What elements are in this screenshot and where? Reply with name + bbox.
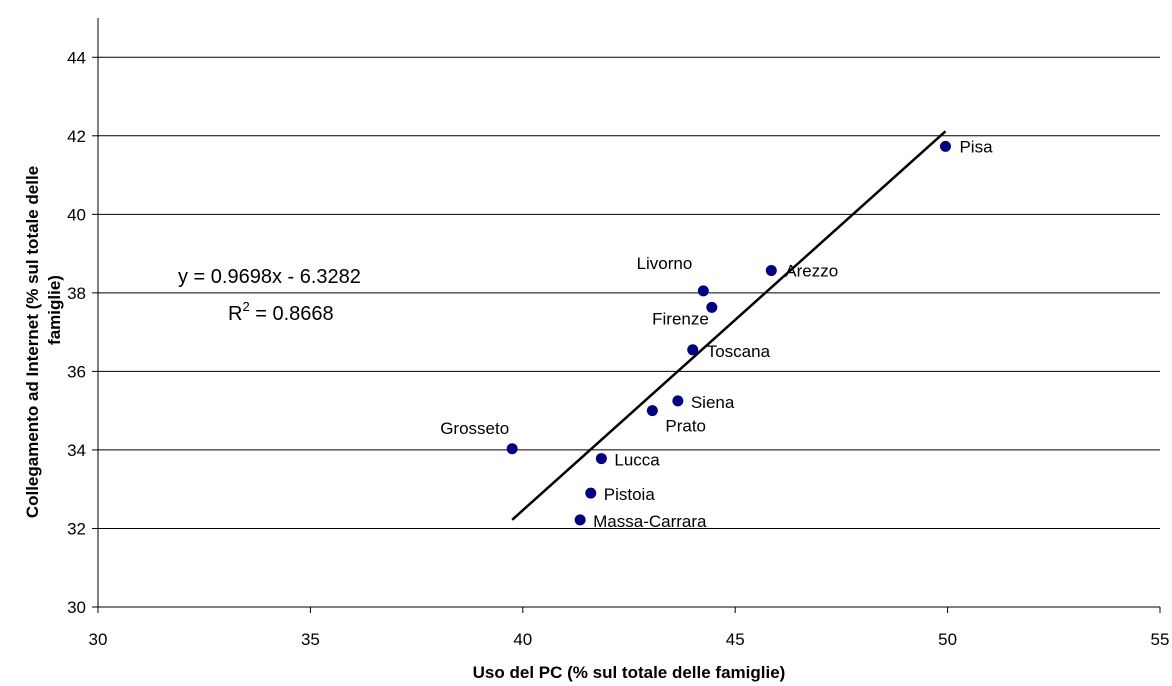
r-squared-value: = 0.8668 <box>250 303 334 325</box>
y-tick-label: 32 <box>67 519 86 538</box>
axes <box>97 18 1160 608</box>
x-axis-title: Uso del PC (% sul totale delle famiglie) <box>473 663 786 682</box>
data-point <box>585 487 597 499</box>
data-point-label: Pisa <box>959 137 993 156</box>
data-point <box>672 395 684 407</box>
data-point <box>595 453 607 465</box>
data-point <box>939 140 951 152</box>
y-tick-label: 44 <box>67 48 86 67</box>
x-tick-label: 40 <box>513 630 532 649</box>
data-point <box>646 405 658 417</box>
data-point-label: Grosseto <box>440 419 509 438</box>
y-axis-title-line1: Collegamento ad Internet (% sul totale d… <box>23 166 42 518</box>
x-tick-label: 30 <box>89 630 108 649</box>
data-point-label: Toscana <box>707 342 771 361</box>
data-point-label: Prato <box>665 417 706 436</box>
trendline-equation: y = 0.9698x - 6.3282 <box>178 266 361 288</box>
y-tick-label: 40 <box>67 205 86 224</box>
x-axis-ticks: 30 35 40 45 50 55 <box>89 607 1170 649</box>
y-axis-ticks: 30 32 34 36 38 40 42 44 <box>67 48 98 617</box>
y-tick-label: 36 <box>67 362 86 381</box>
data-point-label: Siena <box>691 393 735 412</box>
data-point <box>765 264 777 276</box>
x-tick-label: 35 <box>301 630 320 649</box>
data-point <box>574 514 586 526</box>
data-point-label: Livorno <box>637 254 693 273</box>
y-tick-label: 42 <box>67 127 86 146</box>
data-point <box>697 285 709 297</box>
data-point <box>687 344 699 356</box>
trendline <box>511 130 947 521</box>
data-points <box>506 140 951 526</box>
r-squared-prefix: R <box>228 303 242 325</box>
y-axis-title-line2: famiglie) <box>45 275 64 345</box>
data-point <box>506 443 518 455</box>
r-squared-superscript: 2 <box>242 299 249 314</box>
data-point-label: Lucca <box>614 451 660 470</box>
data-point <box>706 301 718 313</box>
point-labels: Pisa Arezzo Livorno Firenze Toscana Siena Prat… <box>440 137 993 530</box>
y-tick-label: 38 <box>67 284 86 303</box>
x-tick-label: 45 <box>726 630 745 649</box>
y-tick-label: 30 <box>67 598 86 617</box>
y-tick-label: 34 <box>67 441 86 460</box>
x-tick-label: 55 <box>1151 630 1170 649</box>
data-point-label: Massa-Carrara <box>593 512 707 531</box>
r-squared: R2 = 0.8668 <box>228 299 334 325</box>
gridlines <box>98 56 1160 529</box>
data-point-label: Arezzo <box>785 261 838 280</box>
data-point-label: Pistoia <box>604 485 656 504</box>
data-point-label: Firenze <box>652 309 709 328</box>
trendline-group <box>511 130 947 521</box>
x-tick-label: 50 <box>938 630 957 649</box>
